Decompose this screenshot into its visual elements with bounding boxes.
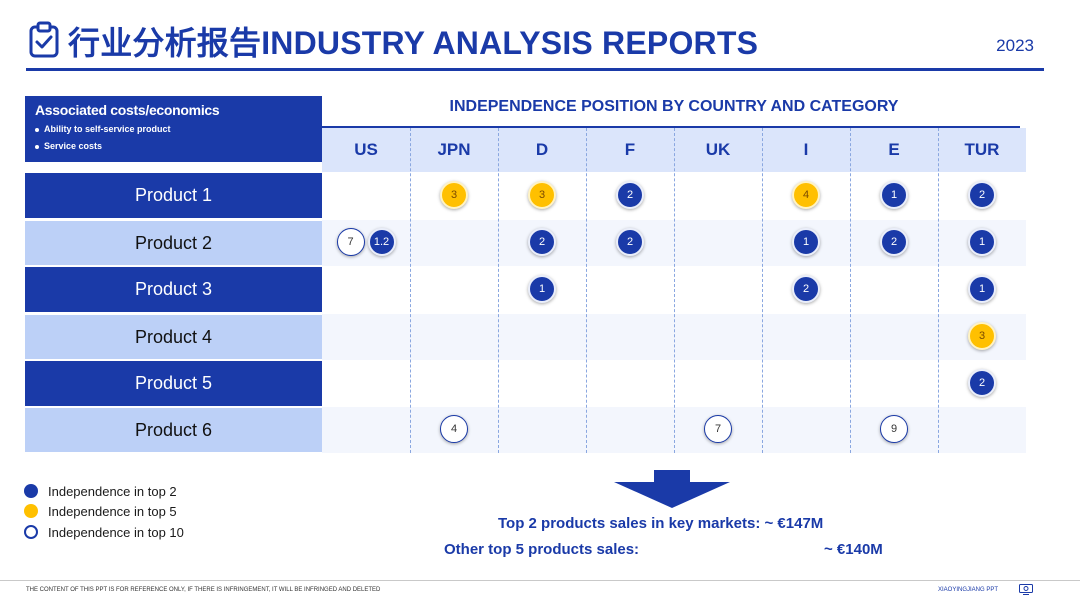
legend-top5-dot-icon xyxy=(24,504,38,518)
associated-costs-list: Ability to self-service product Service … xyxy=(35,121,312,155)
country-header-tur: TUR xyxy=(938,128,1026,172)
top2-sales-text: Top 2 products sales in key markets: ~ €… xyxy=(498,515,824,532)
column-divider xyxy=(938,128,939,453)
independence-dot-top5: 3 xyxy=(440,181,468,209)
other-sales-value: ~ €140M xyxy=(824,541,883,558)
independence-dot-top5: 4 xyxy=(792,181,820,209)
associated-costs-title: Associated costs/economics xyxy=(35,102,220,118)
column-divider xyxy=(410,128,411,453)
legend-top10-dot-icon xyxy=(24,525,38,539)
column-divider xyxy=(762,128,763,453)
independence-dot-top2: 1 xyxy=(968,228,996,256)
independence-dot-top10: 9 xyxy=(880,415,908,443)
legend-item-top10: Independence in top 10 xyxy=(24,522,284,542)
country-header-i: I xyxy=(762,128,850,172)
product-label: Product 4 xyxy=(25,314,322,359)
product-label: Product 3 xyxy=(25,267,322,312)
country-header-e: E xyxy=(850,128,938,172)
footer-disclaimer: THE CONTENT OF THIS PPT IS FOR REFERENCE… xyxy=(26,587,381,593)
table-title: INDEPENDENCE POSITION BY COUNTRY AND CAT… xyxy=(449,98,899,115)
independence-dot-top2: 1 xyxy=(968,275,996,303)
associated-costs-bullet: Service costs xyxy=(35,138,312,155)
product-label: Product 6 xyxy=(25,407,322,452)
footer-brand: XIAOYINGJIANG PPT xyxy=(938,587,999,593)
independence-dot-top2: 1 xyxy=(792,228,820,256)
country-header-d: D xyxy=(498,128,586,172)
independence-dot-top2: 2 xyxy=(616,181,644,209)
country-header-us: US xyxy=(322,128,410,172)
independence-dot-top5: 3 xyxy=(968,322,996,350)
independence-dot-top2: 1.2 xyxy=(367,228,396,256)
other-sales-label: Other top 5 products sales: xyxy=(444,541,640,558)
independence-dot-top2: 2 xyxy=(880,228,908,256)
independence-dot-top2: 1 xyxy=(880,181,908,209)
column-divider xyxy=(498,128,499,453)
down-arrow-icon xyxy=(614,470,730,508)
independence-dot-top2: 2 xyxy=(616,228,644,256)
independence-dot-top10: 4 xyxy=(440,415,468,443)
clipboard-check-icon xyxy=(29,21,59,58)
independence-dot-top2: 2 xyxy=(528,228,556,256)
report-year: 2023 xyxy=(996,36,1034,55)
table-title-divider xyxy=(322,126,1020,128)
independence-dot-top2: 2 xyxy=(968,369,996,397)
independence-dot-top2: 1 xyxy=(528,275,556,303)
page-title: 行业分析报告INDUSTRY ANALYSIS REPORTS xyxy=(68,25,759,61)
legend-item-top2: Independence in top 2 xyxy=(24,481,284,501)
legend-label: Independence in top 10 xyxy=(48,524,184,540)
column-divider xyxy=(674,128,675,453)
associated-costs-bullet: Ability to self-service product xyxy=(35,121,312,138)
independence-dot-top10: 7 xyxy=(704,415,732,443)
country-header-f: F xyxy=(586,128,674,172)
independence-dot-top10: 7 xyxy=(336,228,365,256)
country-header-uk: UK xyxy=(674,128,762,172)
legend-top2-dot-icon xyxy=(24,484,38,498)
product-label: Product 2 xyxy=(25,220,322,265)
column-divider xyxy=(850,128,851,453)
header: 行业分析报告INDUSTRY ANALYSIS REPORTS 2023 xyxy=(26,14,1044,72)
presentation-icon xyxy=(1019,584,1033,595)
product-label: Product 5 xyxy=(25,361,322,406)
independence-dot-top2: 2 xyxy=(792,275,820,303)
legend-label: Independence in top 2 xyxy=(48,483,177,499)
product-label: Product 1 xyxy=(25,173,322,218)
footer-divider xyxy=(0,580,1080,581)
independence-dot-top2: 2 xyxy=(968,181,996,209)
associated-costs-box: Associated costs/economics Ability to se… xyxy=(25,96,322,162)
independence-dot-top5: 3 xyxy=(528,181,556,209)
legend-item-top5: Independence in top 5 xyxy=(24,501,284,521)
legend-label: Independence in top 5 xyxy=(48,503,177,519)
country-header-jpn: JPN xyxy=(410,128,498,172)
header-divider xyxy=(26,68,1044,71)
column-divider xyxy=(586,128,587,453)
